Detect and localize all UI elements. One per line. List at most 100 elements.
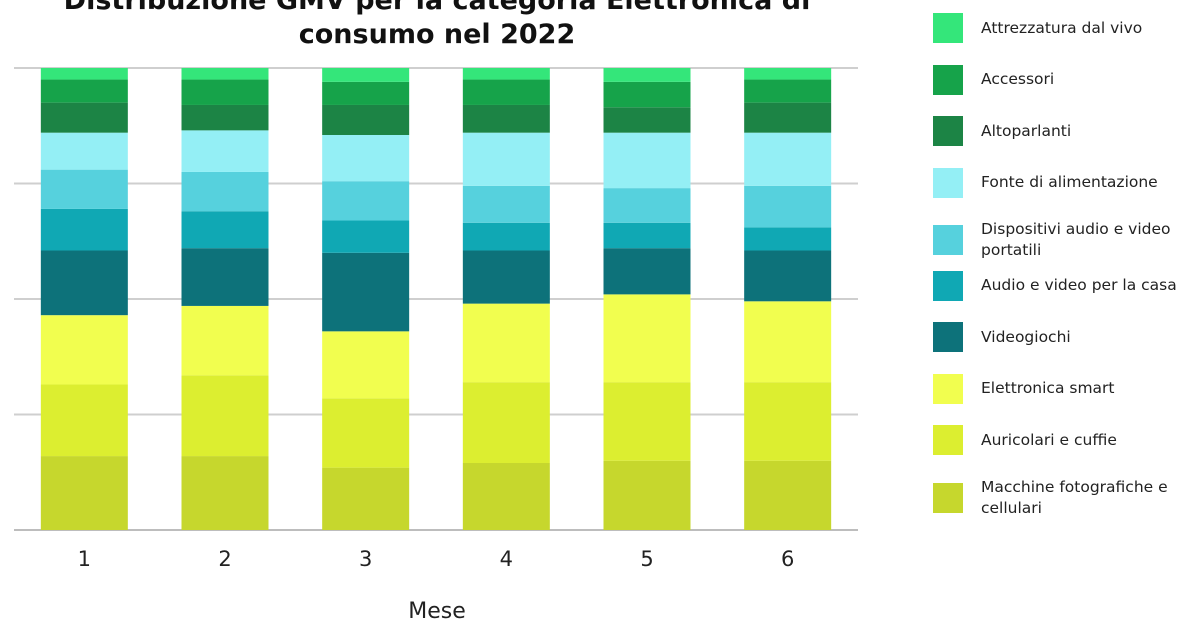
x-tick-label: 5: [640, 547, 653, 571]
legend-item: Audio e video per la casa: [933, 270, 1193, 301]
bar-segment: [744, 382, 832, 461]
legend-swatch: [933, 270, 963, 301]
legend-swatch: [933, 425, 963, 455]
legend-swatch: [933, 64, 963, 95]
bar-segment: [181, 68, 269, 80]
x-tick-label: 2: [218, 547, 231, 571]
bar-segment: [181, 305, 269, 376]
legend-item: Elettronica smart: [933, 373, 1193, 404]
legend-label: Macchine fotografiche e cellulari: [981, 477, 1168, 517]
bar-segment: [322, 181, 410, 221]
legend-label: Auricolari e cuffie: [981, 430, 1117, 449]
legend-item: Videogiochi: [933, 322, 1193, 352]
x-axis-label: Mese: [408, 599, 466, 621]
legend-item: Altoparlanti: [933, 116, 1193, 146]
bar-segment: [40, 384, 128, 457]
bar-segment: [181, 130, 269, 172]
x-tick-label: 1: [78, 547, 91, 571]
bars: [40, 68, 832, 530]
bar-segment: [462, 79, 550, 105]
legend-swatch: [933, 322, 963, 352]
bar-segment: [322, 134, 410, 182]
legend-item: Accessori: [933, 64, 1193, 95]
bar-segment: [603, 294, 691, 383]
bar-segment: [744, 79, 832, 103]
bar-segment: [181, 248, 269, 306]
legend-swatch: [933, 13, 963, 43]
bar-segment: [322, 467, 410, 530]
chart-title-line-2: consumo nel 2022: [299, 19, 576, 50]
bar-segment: [462, 185, 550, 223]
bar-segment: [603, 68, 691, 82]
x-tick-label: 3: [359, 547, 372, 571]
bar-segment: [462, 463, 550, 530]
bar-segment: [322, 81, 410, 105]
x-tick-label: 6: [781, 547, 794, 571]
legend-label: Altoparlanti: [981, 121, 1072, 140]
bar-segment: [40, 102, 128, 133]
bar-segment: [40, 250, 128, 316]
bar-segment: [322, 220, 410, 253]
bar-segment: [462, 303, 550, 383]
bar-segment: [40, 68, 128, 80]
bar-segment: [40, 79, 128, 103]
bar-segment: [462, 104, 550, 133]
bar-segment: [40, 315, 128, 385]
bar-segment: [322, 68, 410, 82]
legend-label: Elettronica smart: [981, 379, 1115, 397]
bar-segment: [322, 104, 410, 135]
legend-label: Accessori: [981, 70, 1055, 88]
bar-segment: [40, 456, 128, 530]
bar-segment: [462, 222, 550, 251]
legend-swatch: [933, 116, 963, 146]
bar-segment: [603, 132, 691, 189]
gridlines: [14, 67, 858, 531]
bar-segment: [744, 227, 832, 251]
legend-label: Fonte di alimentazione: [981, 173, 1158, 191]
bar-segment: [462, 250, 550, 304]
legend: Attrezzatura dal vivo Accessori Altoparlan…: [933, 0, 1199, 621]
bar-segment: [744, 301, 832, 383]
bar-segment: [181, 79, 269, 105]
x-tick-label: 4: [500, 547, 513, 571]
legend-item: Auricolari e cuffie: [933, 425, 1193, 455]
bar-segment: [603, 188, 691, 223]
legend-item: Attrezzatura dal vivo: [933, 13, 1193, 43]
bar-segment: [40, 169, 128, 209]
legend-label: Dispositivi audio e video portatili: [981, 220, 1171, 259]
legend-item: Macchine fotografiche e cellulari: [933, 477, 1193, 519]
legend-label: Attrezzatura dal vivo: [981, 18, 1143, 37]
stacked-bar-chart: Distribuzione GMV per la categoria Elett…: [14, 0, 858, 621]
bar-segment: [603, 107, 691, 133]
bar-segment: [744, 132, 832, 186]
bar-segment: [181, 211, 269, 249]
legend-item: Dispositivi audio e video portatili: [933, 219, 1193, 261]
bar-segment: [40, 208, 128, 251]
bar-segment: [322, 252, 410, 332]
bar-segment: [603, 222, 691, 249]
bar-segment: [181, 171, 269, 212]
bar-segment: [603, 382, 691, 461]
legend-swatch: [933, 373, 963, 404]
legend-label: Audio e video per la casa: [981, 276, 1177, 294]
legend-swatch: [933, 482, 963, 513]
x-tick-labels: 1 2 3 4 5 6: [78, 547, 795, 571]
bar-segment: [181, 104, 269, 131]
bar-segment: [462, 68, 550, 80]
bar-segment: [181, 375, 269, 457]
bar-segment: [603, 81, 691, 108]
bar-segment: [744, 68, 832, 80]
bar-segment: [744, 460, 832, 530]
bar-segment: [744, 102, 832, 133]
legend-swatch: [933, 167, 963, 198]
bar-segment: [744, 185, 832, 228]
legend-item: Fonte di alimentazione: [933, 167, 1193, 198]
bar-segment: [181, 456, 269, 530]
bar-segment: [603, 460, 691, 530]
bar-segment: [40, 132, 128, 170]
bar-segment: [322, 398, 410, 468]
bar-segment: [603, 248, 691, 295]
chart-title-line-1: Distribuzione GMV per la categoria Elett…: [64, 0, 811, 16]
bar-segment: [462, 132, 550, 186]
legend-label: Videogiochi: [981, 327, 1071, 346]
